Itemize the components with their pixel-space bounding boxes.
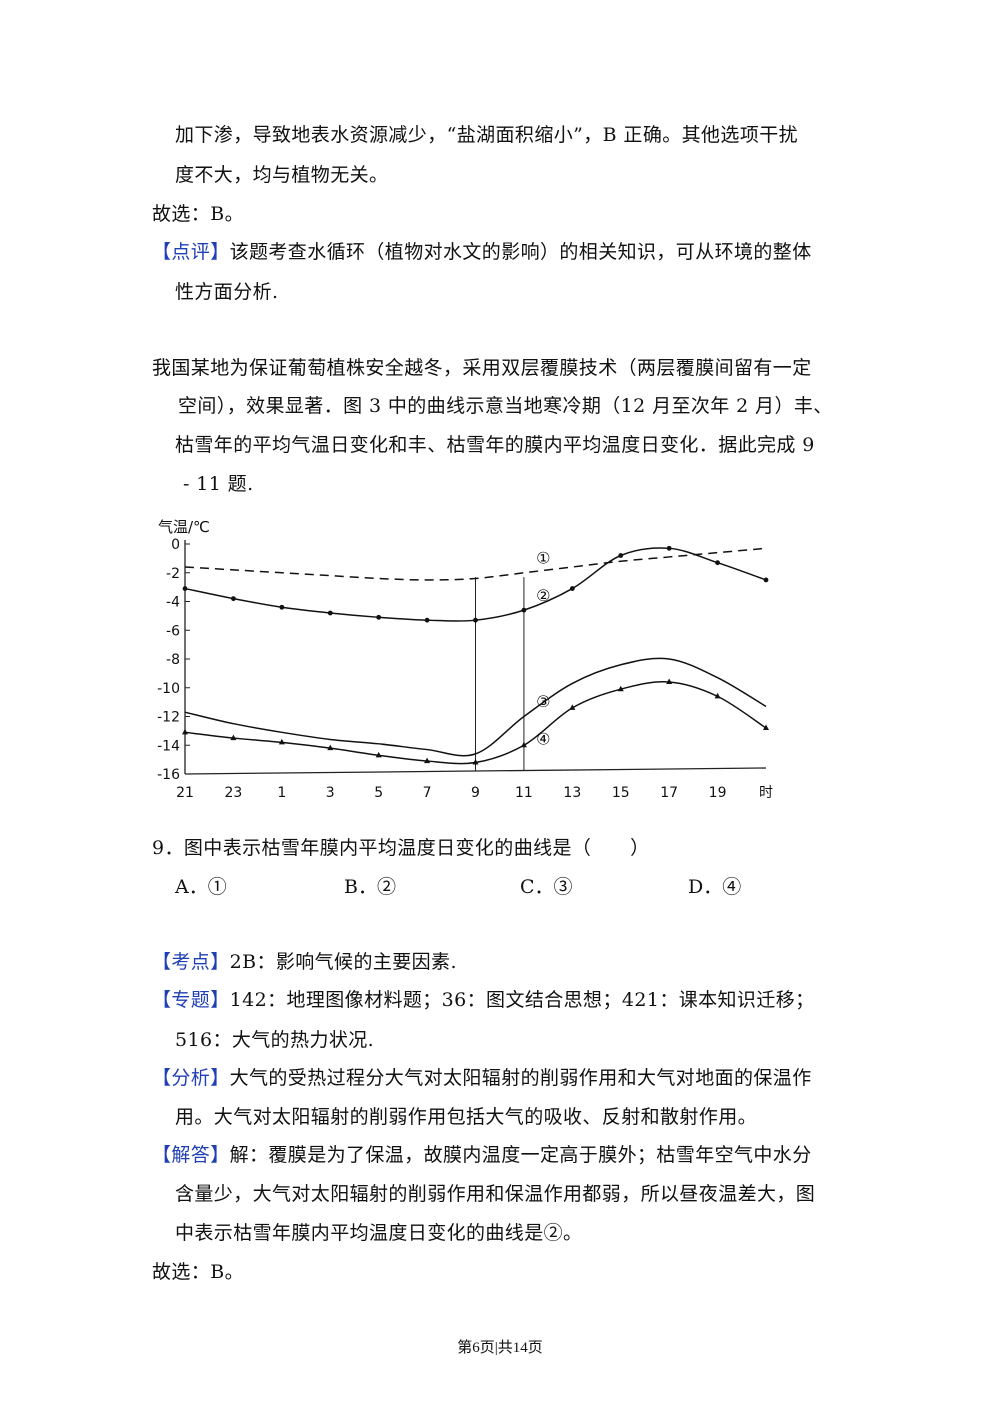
option-c[interactable]: C．③ — [520, 876, 573, 898]
zhuanti: 【专题】142：地理图像材料题；36：图文结合思想；421：课本知识迁移； — [152, 986, 815, 1014]
zhuanti-tag: 【专题】 — [152, 989, 230, 1011]
fenxi-line-2: 用。大气对太阳辐射的削弱作用包括大气的吸收、反射和散射作用。 — [175, 1106, 758, 1128]
series-2-point — [182, 586, 188, 591]
jieda-line-3: 中表示枯雪年膜内平均温度日变化的曲线是②。 — [175, 1222, 583, 1244]
option-d[interactable]: D．④ — [688, 876, 742, 898]
prev-comment-line-2: 性方面分析. — [175, 281, 279, 303]
series-4-point — [375, 751, 382, 758]
chart-series — [182, 545, 769, 765]
x-tick-label: 13 — [563, 785, 581, 801]
x-tick-label: 19 — [709, 785, 727, 801]
jieda: 【解答】解：覆膜是为了保温，故膜内温度一定高于膜外；枯雪年空气中水分 — [152, 1141, 812, 1169]
series-4-point — [714, 692, 721, 699]
series-line-1 — [184, 547, 767, 581]
series-4-point — [569, 704, 576, 710]
question-9-stem: 9．图中表示枯雪年膜内平均温度日变化的曲线是（ ） — [152, 837, 650, 859]
comment-tag: 【点评】 — [152, 241, 230, 263]
jieda-tag: 【解答】 — [152, 1144, 230, 1166]
x-tick-label: 5 — [374, 785, 383, 801]
option-a[interactable]: A．① — [175, 876, 227, 898]
series-2-point — [231, 596, 236, 602]
series-label: ① — [536, 548, 550, 567]
kaodian-tag: 【考点】 — [152, 951, 230, 973]
x-tick-label: 7 — [423, 785, 432, 801]
comment-text: 该题考查水循环（植物对水文的影响）的相关知识，可从环境的整体 — [229, 241, 812, 263]
chart-axes: 气温/℃ — [158, 518, 767, 775]
x-tick-label: 21 — [176, 785, 194, 801]
y-tick-label: -16 — [157, 767, 180, 783]
prev-explanation-line-1: 加下渗，导致地表水资源减少，“盐湖面积缩小”，B 正确。其他选项干扰 — [175, 124, 799, 146]
x-tick-label: 时 — [759, 785, 773, 801]
x-tick-label: 17 — [660, 785, 678, 801]
y-tick-label: 0 — [171, 537, 180, 553]
y-tick-label: -6 — [166, 623, 180, 639]
x-tick-label: 23 — [225, 785, 243, 801]
y-tick-label: -4 — [166, 595, 180, 611]
zhuanti-text: 142：地理图像材料题；36：图文结合思想；421：课本知识迁移； — [229, 989, 815, 1011]
intro-line-1: 我国某地为保证葡萄植株安全越冬，采用双层覆膜技术（两层覆膜间留有一定 — [152, 357, 812, 379]
series-4-point — [230, 734, 237, 741]
series-4-point — [182, 728, 188, 735]
y-tick-label: -10 — [157, 681, 180, 697]
series-4-point — [520, 741, 527, 748]
intro-line-2: 空间），效果显著．图 3 中的曲线示意当地寒冷期（12 月至次年 2 月）丰、 — [178, 395, 833, 417]
jieda-line-2: 含量少，大气对太阳辐射的削弱作用和保温作用都弱，所以昼夜温差大，图 — [175, 1183, 816, 1205]
series-2-point — [763, 577, 769, 583]
final-answer: 故选：B。 — [152, 1261, 244, 1283]
series-4-point — [278, 738, 285, 745]
x-tick-label: 9 — [471, 785, 480, 801]
page-footer: 第6页|共14页 — [457, 1340, 543, 1356]
jieda-text: 解：覆膜是为了保温，故膜内温度一定高于膜外；枯雪年空气中水分 — [229, 1144, 812, 1166]
y-tick-label: -8 — [166, 652, 180, 668]
series-2-point — [424, 617, 430, 623]
x-tick-label: 11 — [515, 785, 533, 801]
kaodian: 【考点】2B：影响气候的主要因素. — [152, 948, 457, 976]
series-2-point — [327, 610, 333, 616]
y-tick-label: -12 — [157, 710, 180, 726]
y-tick-label: -14 — [157, 738, 180, 754]
intro-line-3: 枯雪年的平均气温日变化和丰、枯雪年的膜内平均温度日变化．据此完成 9 — [175, 434, 815, 456]
option-b[interactable]: B．② — [344, 876, 396, 898]
chart-series-labels: ① ② ③ ④ — [536, 548, 550, 748]
series-2-point — [473, 617, 478, 623]
series-4-point — [327, 744, 334, 751]
x-tick-label: 3 — [326, 785, 335, 801]
series-2-point — [279, 604, 285, 610]
series-label: ② — [536, 586, 550, 605]
series-4-point — [666, 678, 673, 684]
fenxi-tag: 【分析】 — [152, 1067, 230, 1089]
kaodian-text: 2B：影响气候的主要因素. — [229, 951, 457, 973]
x-tick-label: 15 — [612, 785, 630, 801]
series-2-point — [666, 545, 672, 551]
y-tick-label: -2 — [166, 566, 180, 582]
prev-comment: 【点评】该题考查水循环（植物对水文的影响）的相关知识，可从环境的整体 — [152, 238, 812, 266]
series-2-point — [376, 614, 382, 620]
intro-line-4: - 11 题. — [183, 473, 254, 495]
series-2-point — [569, 586, 575, 591]
series-4-point — [617, 685, 624, 692]
series-label: ③ — [536, 692, 550, 711]
x-tick-label: 1 — [277, 785, 286, 801]
series-2-point — [715, 560, 720, 566]
prev-explanation-line-2: 度不大，均与植物无关。 — [175, 164, 389, 186]
zhuanti-line-2: 516：大气的热力状况. — [175, 1029, 375, 1051]
series-2-point — [618, 553, 624, 558]
series-2-point — [521, 607, 527, 613]
fenxi: 【分析】大气的受热过程分大气对太阳辐射的削弱作用和大气对地面的保温作 — [152, 1064, 812, 1092]
series-label: ④ — [536, 730, 550, 749]
prev-answer: 故选：B。 — [152, 203, 244, 225]
series-4-point — [424, 757, 431, 764]
series-4-point — [472, 759, 479, 765]
series-line-3 — [184, 657, 767, 757]
y-axis-label: 气温/℃ — [158, 518, 210, 536]
fenxi-text: 大气的受热过程分大气对太阳辐射的削弱作用和大气对地面的保温作 — [229, 1067, 812, 1089]
series-4-point — [763, 724, 769, 730]
